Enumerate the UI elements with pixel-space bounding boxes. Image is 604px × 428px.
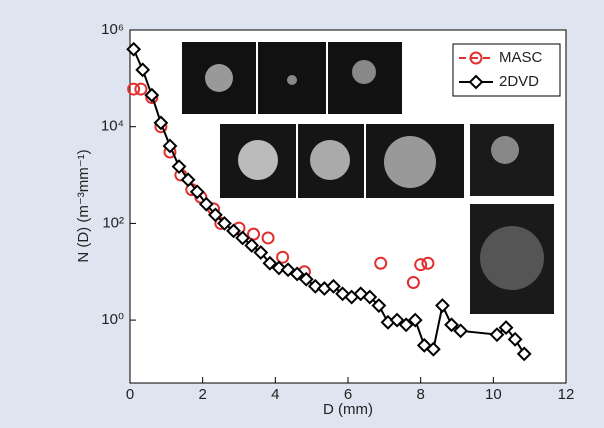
diamond-marker [371, 298, 387, 313]
legend-box [452, 43, 561, 97]
legend-label: 2DVD [499, 73, 539, 90]
x-tick-label: 2 [198, 386, 206, 403]
diamond-marker [153, 115, 169, 131]
diamond-marker [198, 196, 214, 212]
diamond-marker [389, 312, 405, 328]
diamond-marker [435, 298, 450, 313]
circle-marker [134, 82, 148, 96]
particle [491, 136, 519, 164]
circle-marker [247, 227, 261, 241]
circle-marker [414, 258, 428, 272]
diamond-marker [498, 320, 514, 335]
particle [352, 60, 376, 84]
diamond-marker [162, 138, 178, 154]
legend-label: MASC [499, 49, 543, 66]
x-tick-label: 0 [126, 386, 134, 403]
diamond-marker [489, 327, 505, 343]
particle [205, 64, 233, 92]
diamond-marker [516, 346, 532, 362]
y-axis-label: N (D) (m⁻³mm⁻¹) [75, 149, 92, 262]
diamond-marker [144, 87, 160, 103]
x-tick-label: 6 [344, 386, 352, 403]
diamond-marker [289, 266, 305, 282]
diamond-marker [135, 62, 151, 78]
diamond-marker [235, 230, 251, 246]
diamond-marker [226, 223, 241, 239]
diamond-marker [326, 278, 341, 294]
legend-marker [469, 51, 483, 65]
x-tick-label: 10 [485, 386, 502, 403]
x-axis-label: D (mm) [323, 401, 373, 418]
diamond-marker [217, 215, 232, 231]
y-tick-label: 10⁴ [101, 118, 124, 135]
circle-marker [261, 231, 275, 245]
particle [310, 140, 350, 180]
particle [238, 140, 278, 180]
diamond-marker [244, 238, 260, 253]
circle-marker [374, 256, 388, 270]
diamond-marker [353, 286, 369, 302]
x-tick-label: 4 [271, 386, 279, 403]
circle-marker [127, 82, 141, 96]
diamond-marker [335, 286, 350, 302]
diamond-marker [444, 317, 459, 333]
particle [480, 226, 544, 290]
diamond-marker [262, 255, 278, 271]
diamond-marker [298, 271, 314, 287]
diamond-marker [416, 337, 432, 353]
y-tick-label: 10² [102, 214, 124, 231]
diamond-marker [425, 341, 441, 357]
legend-marker [468, 74, 484, 90]
diamond-marker [126, 41, 142, 57]
circle-marker [276, 250, 290, 264]
diamond-marker [507, 331, 523, 347]
circle-marker [406, 275, 420, 289]
diamond-marker [171, 159, 187, 174]
y-tick-label: 10⁶ [101, 21, 124, 38]
diamond-marker [398, 317, 414, 333]
diamond-marker [453, 323, 469, 339]
diamond-marker [189, 184, 205, 200]
diamond-marker [180, 172, 196, 188]
diamond-marker [253, 245, 269, 260]
particle [384, 136, 436, 188]
inset-images [182, 42, 554, 314]
x-tick-label: 8 [416, 386, 424, 403]
diamond-marker [362, 289, 378, 305]
particle [287, 75, 297, 85]
y-tick-label: 10⁰ [101, 311, 124, 328]
circle-marker [421, 256, 435, 270]
x-tick-label: 12 [558, 386, 575, 403]
diamond-marker [407, 312, 423, 328]
diamond-marker [207, 207, 223, 223]
